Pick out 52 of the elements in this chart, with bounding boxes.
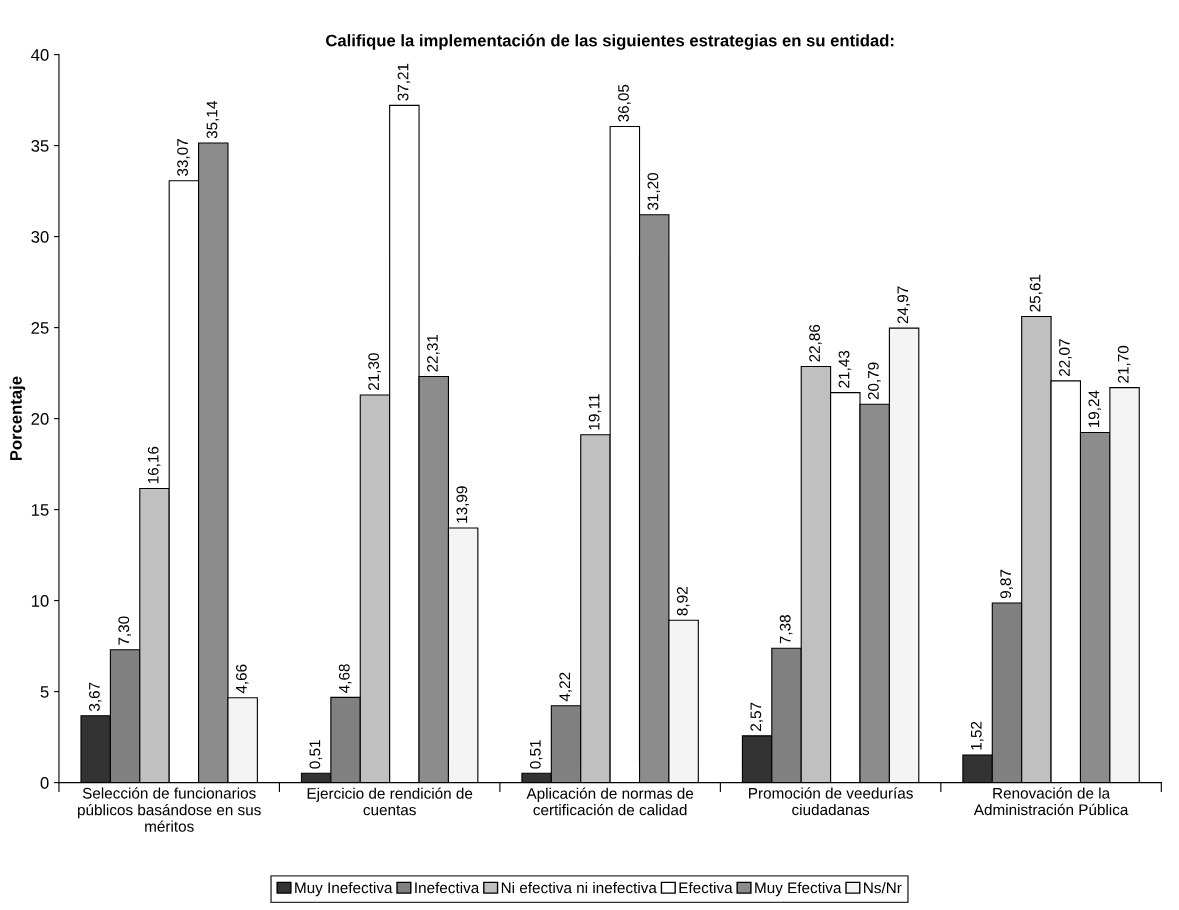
- chart-title: Califique la implementación de las siguientes estrategias en su entidad:: [326, 34, 894, 50]
- data-label: 1,52: [970, 721, 984, 750]
- y-tick-label: 30: [31, 231, 49, 243]
- legend-label: Ns/Nr: [864, 882, 902, 894]
- data-label: 36,05: [618, 84, 631, 122]
- data-label: 31,20: [647, 172, 661, 211]
- data-label: 19,24: [1088, 390, 1102, 428]
- data-label: 20,79: [867, 362, 881, 400]
- data-label: 35,14: [206, 101, 220, 139]
- data-label: 7,30: [118, 616, 131, 645]
- data-label: 7,38: [779, 615, 793, 644]
- data-label: 21,43: [838, 350, 852, 388]
- legend-label: Muy Inefectiva: [295, 882, 393, 897]
- x-tick-label: Selección de funcionarios públicos basándose en sus méritos: [78, 787, 261, 832]
- data-label: 3,67: [88, 682, 102, 712]
- data-label: 9,87: [1000, 569, 1013, 599]
- x-tick-label: Ejercicio de rendición de cuentas: [307, 787, 473, 816]
- data-label: 25,61: [1029, 274, 1043, 312]
- data-label: 0,51: [309, 740, 323, 769]
- data-label: 33,07: [177, 139, 190, 176]
- legend-label: Muy Efectiva: [755, 882, 842, 897]
- data-label: 4,68: [338, 664, 352, 693]
- data-label: 8,92: [676, 587, 690, 616]
- data-label: 37,21: [397, 63, 411, 101]
- data-label: 22,31: [427, 334, 440, 372]
- x-tick-label: Aplicación de normas de certificación de calidad: [526, 787, 694, 816]
- data-label: 2,57: [750, 702, 764, 731]
- data-label: 4,22: [559, 672, 572, 702]
- legend-label: Ni efectiva ni inefectiva: [501, 882, 657, 894]
- data-label: 13,99: [456, 486, 470, 523]
- data-label: 19,11: [588, 394, 602, 430]
- data-label: 21,70: [1117, 345, 1131, 383]
- y-tick-label: 35: [31, 140, 49, 152]
- data-label: 22,07: [1059, 339, 1072, 376]
- legend-label: Efectiva: [679, 882, 733, 894]
- x-tick-label: Renovación de la Administración Pública: [973, 787, 1129, 816]
- data-label: 0,51: [529, 740, 543, 769]
- y-tick-label: 0: [40, 777, 49, 789]
- data-label: 16,16: [147, 446, 161, 484]
- y-tick-label: 10: [31, 595, 49, 607]
- y-tick-label: 20: [31, 413, 49, 425]
- data-label: 24,97: [897, 286, 910, 324]
- data-label: 21,30: [368, 353, 381, 390]
- x-tick-label: Promoción de veedurías ciudadanas: [749, 787, 913, 816]
- data-label: 22,86: [809, 324, 822, 362]
- y-tick-label: 5: [40, 686, 49, 698]
- legend-label: Inefectiva: [415, 882, 480, 894]
- y-tick-label: 40: [31, 49, 49, 61]
- y-axis-title: Porcentaje: [9, 376, 26, 461]
- y-tick-label: 15: [31, 504, 49, 516]
- data-label: 4,66: [235, 664, 249, 694]
- y-tick-label: 25: [31, 322, 49, 334]
